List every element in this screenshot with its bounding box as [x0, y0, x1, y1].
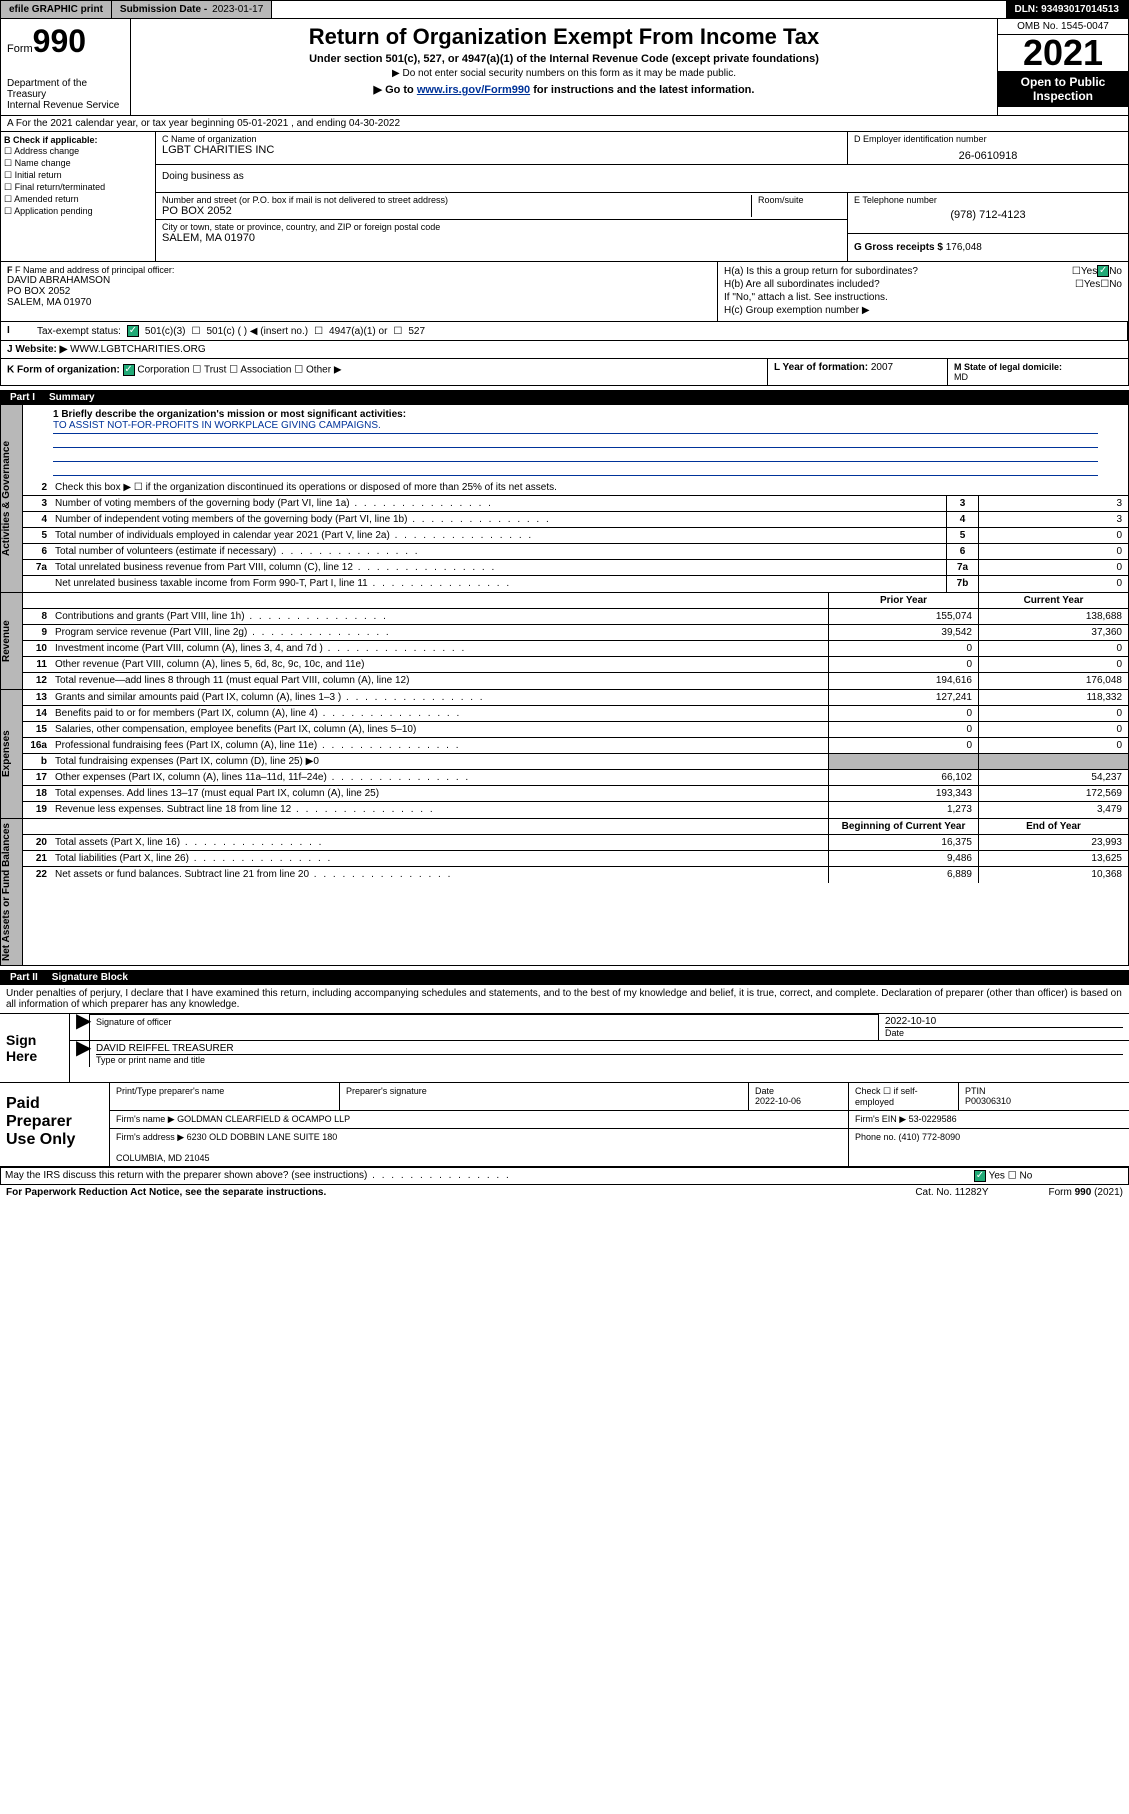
cat-no: Cat. No. 11282Y [915, 1187, 988, 1198]
form-subtitle: Under section 501(c), 527, or 4947(a)(1)… [136, 53, 992, 65]
gross-receipts: G Gross receipts $ 176,048 [848, 234, 1128, 261]
city: SALEM, MA 01970 [162, 232, 440, 244]
dln: DLN: 93493017014513 [1006, 1, 1128, 18]
tax-status: Tax-exempt status: ✓501(c)(3) ☐ 501(c) (… [31, 322, 1128, 340]
revenue-section: Revenue Prior YearCurrent Year 8Contribu… [0, 593, 1129, 690]
dba-label: Doing business as [156, 165, 1128, 193]
inspection-label: Open to Public Inspection [998, 71, 1128, 107]
year-formation: L Year of formation: 2007 [768, 359, 948, 385]
paperwork-notice: For Paperwork Reduction Act Notice, see … [6, 1187, 326, 1198]
tel-label: E Telephone number [854, 195, 1122, 205]
form-title: Return of Organization Exempt From Incom… [136, 24, 992, 50]
expenses-section: Expenses 13Grants and similar amounts pa… [0, 690, 1129, 819]
discuss-row: May the IRS discuss this return with the… [0, 1168, 1129, 1185]
row-klm: K Form of organization: ✓ Corporation ☐ … [0, 359, 1129, 386]
mission-text: TO ASSIST NOT-FOR-PROFITS IN WORKPLACE G… [53, 420, 1098, 434]
addr-label: Number and street (or P.O. box if mail i… [162, 195, 751, 205]
form-header: Form990 Department of the Treasury Inter… [0, 19, 1129, 116]
governance-section: Activities & Governance 1 Briefly descri… [0, 405, 1129, 593]
section-fh: F F Name and address of principal office… [0, 262, 1129, 322]
top-bar: efile GRAPHIC print Submission Date - 20… [0, 0, 1129, 19]
sign-here-label: Sign Here [0, 1014, 70, 1082]
year-block: OMB No. 1545-0047 2021 Open to Public In… [998, 19, 1128, 115]
page-footer: For Paperwork Reduction Act Notice, see … [0, 1185, 1129, 1200]
ein-label: D Employer identification number [854, 134, 1122, 144]
tax-year: 2021 [998, 35, 1128, 71]
tel: (978) 712-4123 [854, 209, 1122, 221]
mission-block: 1 Briefly describe the organization's mi… [23, 405, 1128, 480]
org-name: LGBT CHARITIES INC [162, 144, 841, 156]
section-bcd: B Check if applicable: ☐ Address change … [0, 132, 1129, 262]
form-ref: Form 990 (2021) [1049, 1187, 1123, 1198]
city-label: City or town, state or province, country… [162, 222, 440, 232]
form-id: Form990 Department of the Treasury Inter… [1, 19, 131, 115]
governance-label: Activities & Governance [1, 405, 23, 592]
balance-label: Net Assets or Fund Balances [1, 819, 23, 965]
form-org-type: K Form of organization: ✓ Corporation ☐ … [1, 359, 768, 385]
form-title-block: Return of Organization Exempt From Incom… [131, 19, 998, 115]
ein: 26-0610918 [854, 150, 1122, 162]
submission-date: Submission Date - 2023-01-17 [112, 1, 272, 18]
row-a-period: A For the 2021 calendar year, or tax yea… [0, 116, 1129, 132]
website-row: J Website: ▶ WWW.LGBTCHARITIES.ORG [0, 341, 1129, 359]
room-label: Room/suite [758, 195, 841, 205]
part2-header: Part IISignature Block [0, 970, 1129, 985]
hb-no-check: ✓ [1097, 265, 1109, 277]
501c3-check: ✓ [127, 325, 139, 337]
state-domicile: M State of legal domicile:MD [948, 359, 1128, 385]
goto-note: ▶ Go to www.irs.gov/Form990 for instruct… [136, 83, 992, 96]
col-b-checkboxes: B Check if applicable: ☐ Address change … [1, 132, 156, 261]
dept-label: Department of the Treasury Internal Reve… [7, 78, 124, 111]
balance-section: Net Assets or Fund Balances Beginning of… [0, 819, 1129, 966]
efile-label: efile GRAPHIC print [1, 1, 112, 18]
revenue-label: Revenue [1, 593, 23, 689]
irs-link[interactable]: www.irs.gov/Form990 [417, 84, 530, 96]
ssn-note: ▶ Do not enter social security numbers o… [136, 68, 992, 79]
expenses-label: Expenses [1, 690, 23, 818]
discuss-yes-check: ✓ [974, 1170, 986, 1182]
row-ij: I Tax-exempt status: ✓501(c)(3) ☐ 501(c)… [0, 322, 1129, 341]
group-return-block: H(a) Is this a group return for subordin… [718, 262, 1128, 321]
sign-here-block: Sign Here ▶ Signature of officer 2022-10… [0, 1014, 1129, 1083]
paid-preparer-label: Paid Preparer Use Only [0, 1083, 110, 1166]
officer-block: F F Name and address of principal office… [1, 262, 718, 321]
corp-check: ✓ [123, 364, 135, 376]
signature-intro: Under penalties of perjury, I declare th… [0, 985, 1129, 1014]
part1-header: Part ISummary [0, 390, 1129, 405]
addr: PO BOX 2052 [162, 205, 751, 217]
org-name-label: C Name of organization [162, 134, 841, 144]
paid-preparer-block: Paid Preparer Use Only Print/Type prepar… [0, 1083, 1129, 1168]
